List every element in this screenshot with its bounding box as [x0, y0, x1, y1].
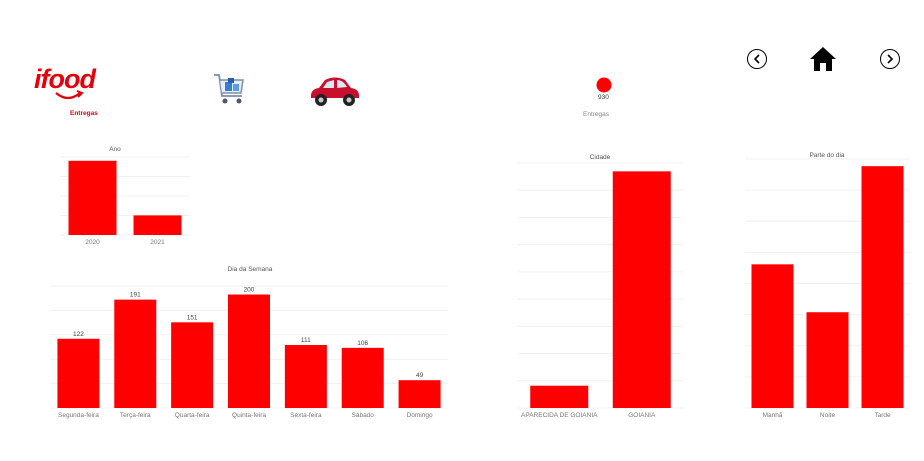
category-label: Manhã: [763, 412, 783, 419]
category-label: 2021: [150, 239, 165, 246]
bar-s-bado[interactable]: [341, 347, 384, 408]
chart-title: Ano: [109, 146, 121, 153]
bar-quinta-feira[interactable]: [228, 294, 270, 408]
bar-goiania[interactable]: [612, 171, 671, 408]
logo-subtitle: Entregas: [70, 110, 98, 117]
bar-ter-a-feira[interactable]: [114, 299, 157, 408]
category-label: Terça-feira: [120, 412, 151, 419]
home-icon[interactable]: [809, 46, 837, 72]
kpi-dot: [596, 77, 612, 93]
category-label: APARECIDA DE GOIANIA: [521, 412, 598, 419]
data-label: 151: [187, 314, 198, 321]
bar-domingo[interactable]: [398, 380, 441, 408]
category-label: Domingo: [407, 412, 433, 419]
ifood-logo: ifood: [34, 64, 96, 94]
chart-parte-do-dia: Parte do dia Manhã Noite Tarde: [745, 152, 910, 419]
kpi-value: 930: [598, 94, 609, 101]
category-label: Quinta-feira: [232, 412, 266, 419]
chevron-left-icon: [753, 54, 760, 64]
forward-button[interactable]: [880, 49, 900, 69]
data-label: 106: [357, 340, 368, 347]
bar-tarde[interactable]: [861, 166, 904, 408]
bar-2020[interactable]: [68, 160, 117, 235]
chart-ano: Ano 2020 2021: [60, 146, 190, 246]
bar-segunda-feira[interactable]: [57, 338, 100, 408]
data-label: 49: [416, 372, 424, 379]
bar-manh-[interactable]: [751, 264, 794, 408]
category-label: Sábado: [352, 412, 375, 419]
logo-smile-icon: [55, 90, 84, 100]
shopping-cart-icon[interactable]: [212, 72, 246, 108]
data-label: 122: [73, 331, 84, 338]
data-label: 200: [244, 287, 255, 294]
category-label: Tarde: [874, 412, 891, 419]
bar-aparecida-de-goiania[interactable]: [530, 385, 589, 408]
chart-title: Cidade: [590, 154, 611, 161]
chart-title: Dia da Semana: [228, 266, 273, 273]
category-label: GOIANIA: [628, 412, 656, 419]
chart-dia-da-semana: Dia da Semana Segunda-feira 122 Terça-feira…: [50, 266, 448, 419]
category-label: Noite: [820, 412, 836, 419]
bar-noite[interactable]: [806, 312, 849, 408]
chevron-right-icon: [887, 54, 894, 64]
red-car-icon[interactable]: [307, 74, 363, 110]
data-label: 111: [301, 337, 311, 344]
category-label: 2020: [85, 239, 100, 246]
kpi-label: Entregas: [583, 111, 610, 118]
chart-cidade: Cidade APARECIDA DE GOIANIA GOIANIA: [518, 154, 683, 419]
category-label: Quarta-feira: [175, 412, 210, 419]
bar-2021[interactable]: [133, 215, 182, 235]
back-button[interactable]: [747, 49, 767, 69]
bar-sexta-feira[interactable]: [284, 345, 327, 408]
category-label: Segunda-feira: [58, 412, 99, 419]
data-label: 191: [130, 292, 141, 299]
category-label: Sexta-feira: [290, 412, 322, 419]
kpi-dot-circle: [596, 77, 612, 93]
chart-title: Parte do dia: [809, 152, 844, 159]
bar-quarta-feira[interactable]: [171, 322, 214, 408]
